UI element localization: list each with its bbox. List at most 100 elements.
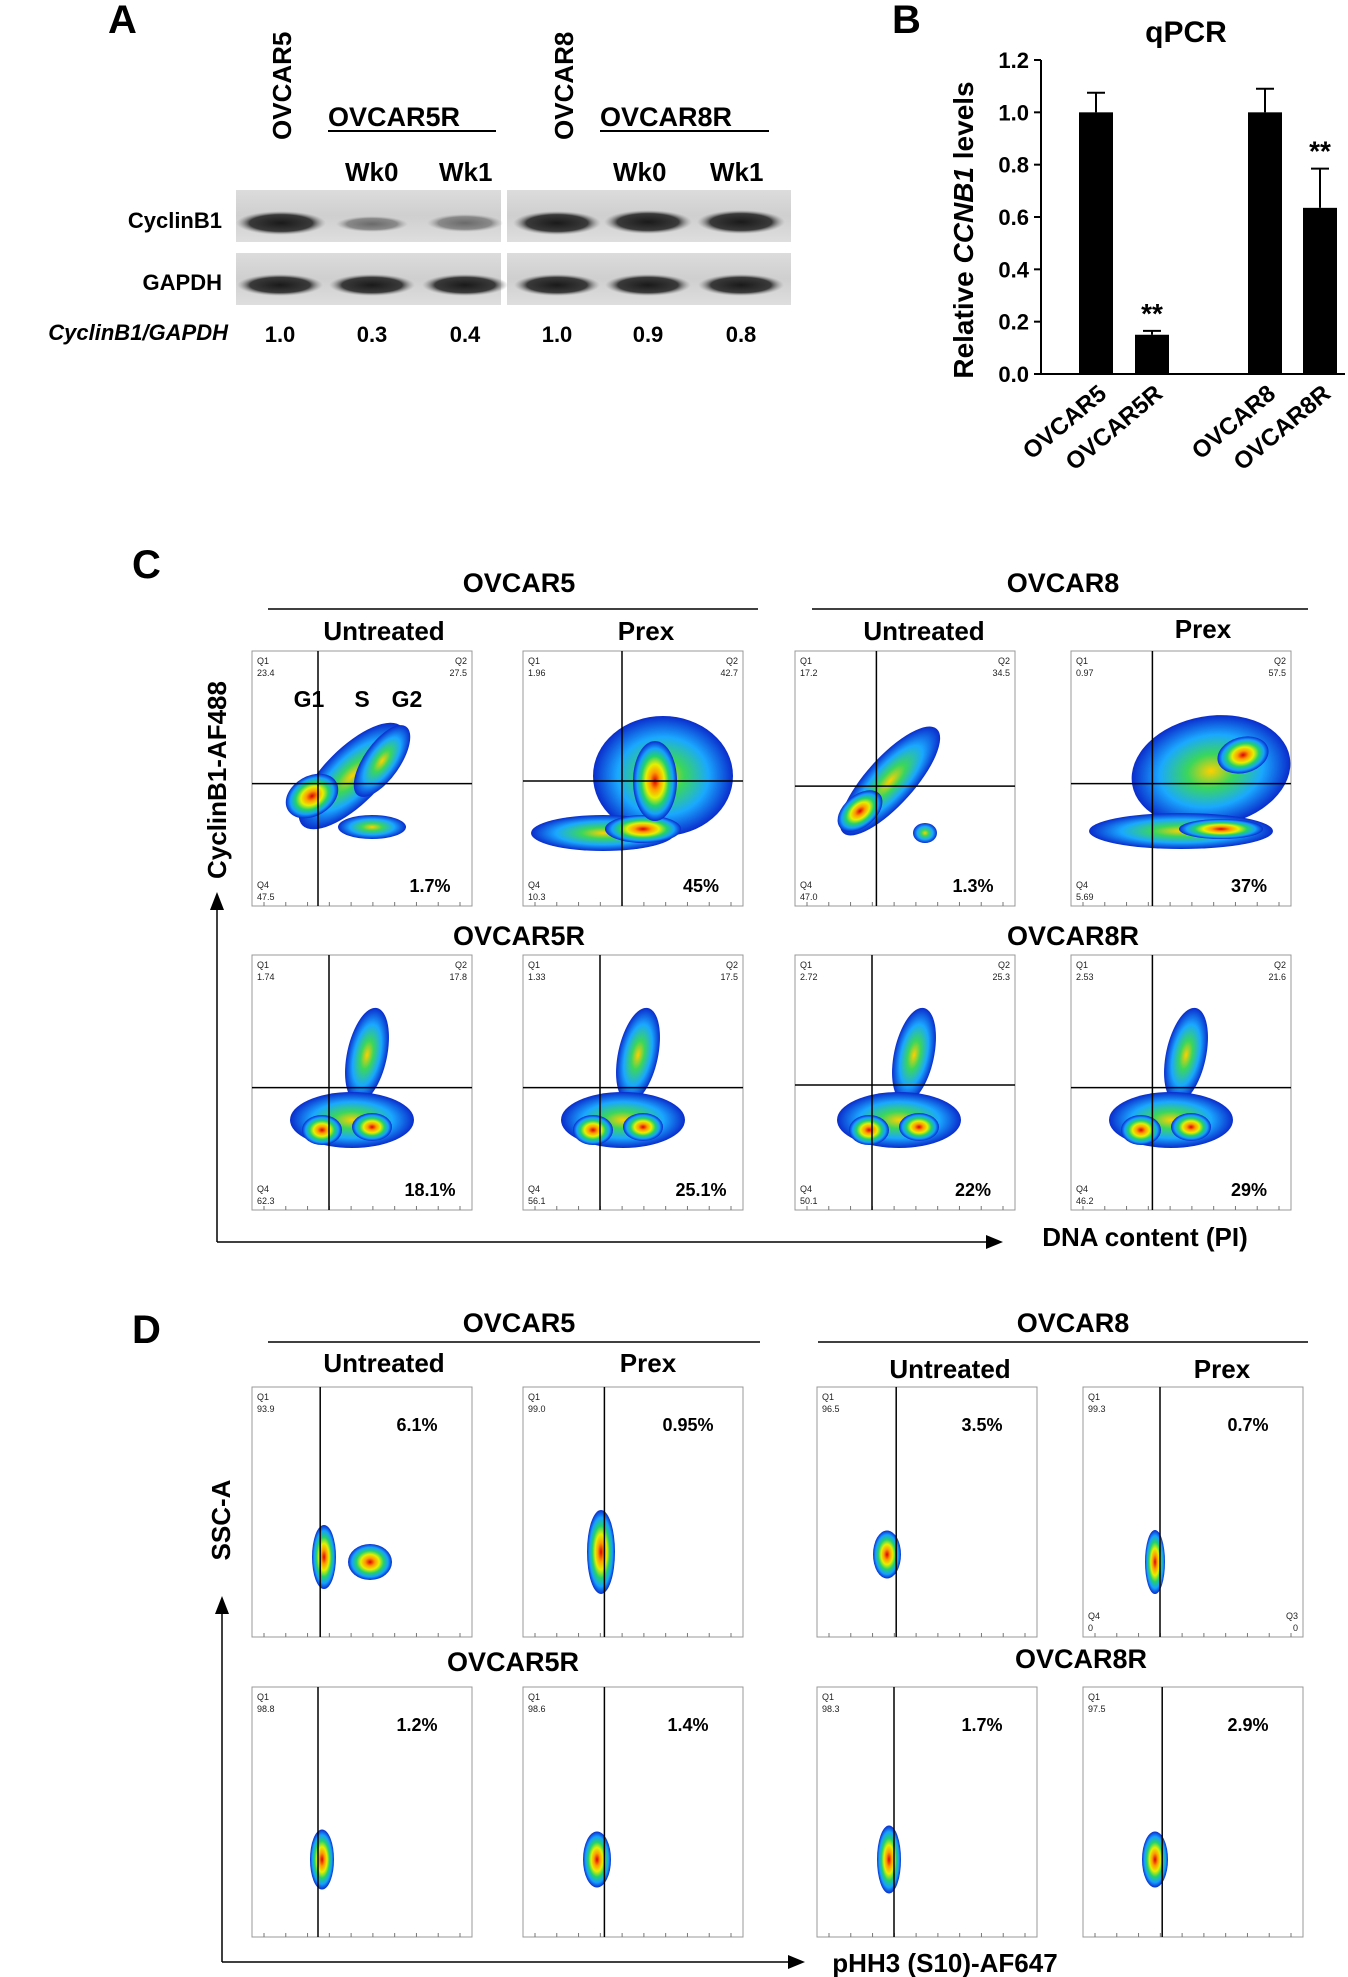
quadrant-label: Q2 — [726, 960, 738, 970]
ratio-value: 0.9 — [633, 322, 664, 347]
density-blob — [1142, 1831, 1168, 1888]
percentage-label: 3.5% — [961, 1415, 1002, 1435]
quadrant-value: 42.7 — [720, 668, 738, 678]
d-group-label-ovcar5: OVCAR5 — [463, 1308, 576, 1338]
quadrant-value: 97.5 — [1088, 1704, 1106, 1714]
quadrant-label: Q3 — [1286, 1611, 1298, 1621]
group-label-ovcar5r: OVCAR5R — [328, 102, 460, 132]
percentage-label: 1.7% — [409, 876, 450, 896]
c-y-axis-label: CyclinB1-AF488 — [202, 681, 232, 879]
y-axis-label-suffix: levels — [948, 81, 979, 167]
density-blob — [605, 815, 681, 843]
plot-frame — [1082, 1386, 1304, 1638]
density-blob — [1217, 736, 1269, 774]
panel-a-letter: A — [108, 0, 137, 42]
quadrant-value: 10.3 — [528, 892, 546, 902]
y-tick-label: 0.2 — [998, 310, 1029, 335]
significance-label: ** — [1309, 136, 1331, 167]
plot-frame — [816, 1686, 1038, 1938]
bar — [1248, 112, 1282, 374]
quadrant-label: Q1 — [822, 1692, 834, 1702]
quadrant-value: 47.5 — [257, 892, 275, 902]
lane-label-ovcar8: OVCAR8 — [549, 32, 579, 140]
density-blob — [899, 1113, 939, 1141]
d-condition-prex-2: Prex — [1194, 1354, 1251, 1384]
quadrant-label: Q1 — [257, 656, 269, 666]
panel-c-letter: C — [132, 543, 161, 587]
flow-plot-c: Q1 1.33 Q2 17.5 Q4 56.1 25.1% — [522, 954, 744, 1211]
d-group-label-ovcar8: OVCAR8 — [1017, 1308, 1130, 1338]
y-tick-label: 0.8 — [998, 153, 1029, 178]
plot-frame — [251, 1686, 473, 1938]
quadrant-label: Q2 — [726, 656, 738, 666]
band-gapdh-5 — [605, 274, 691, 296]
density-blob — [573, 1115, 613, 1145]
flow-plot-d: Q1 96.5 3.5% — [816, 1386, 1038, 1638]
quadrant-value: 96.5 — [822, 1404, 840, 1414]
quadrant-value: 56.1 — [528, 1196, 546, 1206]
flow-plots-c: Q1 23.4 Q2 27.5 Q4 47.5 1.7% Q1 1.96 Q2 42.7 Q4 10.3… — [251, 650, 1292, 1211]
quadrant-label: Q4 — [528, 1184, 540, 1194]
density-blob — [583, 1831, 611, 1888]
density-blob — [338, 815, 406, 839]
quadrant-value: 17.8 — [449, 972, 467, 982]
d-x-arrowhead — [788, 1955, 805, 1969]
flow-plot-c: Q1 1.74 Q2 17.8 Q4 62.3 18.1% — [251, 954, 473, 1211]
row-label-ovcar5r: OVCAR5R — [453, 921, 585, 951]
percentage-label: 1.3% — [952, 876, 993, 896]
phase-label: G2 — [392, 686, 423, 712]
band-cyclinb1-ovcar8r-wk0 — [604, 210, 692, 234]
c-x-axis-label: DNA content (PI) — [1042, 1222, 1248, 1252]
d-x-axis-label: pHH3 (S10)-AF647 — [832, 1948, 1057, 1977]
density-blob — [623, 1113, 663, 1141]
quadrant-label: Q1 — [1088, 1692, 1100, 1702]
d-y-axis-label: SSC-A — [206, 1479, 236, 1560]
y-tick-label: 1.2 — [998, 48, 1029, 73]
bar — [1303, 207, 1337, 374]
flow-plot-d: Q1 93.9 6.1% — [251, 1386, 473, 1638]
flow-plot-d: Q1 97.5 2.9% — [1082, 1686, 1304, 1938]
quadrant-value: 1.96 — [528, 668, 546, 678]
quadrant-label: Q4 — [1076, 880, 1088, 890]
row-label-gapdh: GAPDH — [143, 270, 222, 295]
chart-title: qPCR — [1145, 16, 1227, 49]
ratio-value: 0.8 — [726, 322, 757, 347]
density-blob — [1171, 1113, 1211, 1141]
quadrant-value: 25.3 — [992, 972, 1010, 982]
density-blob — [587, 1510, 615, 1594]
quadrant-value: 47.0 — [800, 892, 818, 902]
y-axis-label-gene: CCNB1 — [948, 167, 979, 263]
quadrant-label: Q1 — [528, 1692, 540, 1702]
plot-frame — [816, 1386, 1038, 1638]
flow-plot-c: Q1 2.72 Q2 25.3 Q4 50.1 22% — [794, 954, 1016, 1211]
ratio-value: 0.3 — [357, 322, 388, 347]
panel-c: C OVCAR5 OVCAR8 Untreated Prex Untreated… — [132, 543, 1308, 1252]
quadrant-value: 2.72 — [800, 972, 818, 982]
density-blob — [877, 1825, 901, 1894]
density-blob — [302, 1115, 342, 1145]
quadrant-label: Q4 — [257, 1184, 269, 1194]
quadrant-value: 34.5 — [992, 668, 1010, 678]
density-blob — [348, 1544, 392, 1580]
flow-plot-c: Q1 1.96 Q2 42.7 Q4 10.3 45% — [522, 650, 744, 907]
panel-d-letter: D — [132, 1308, 161, 1352]
d-condition-prex-1: Prex — [620, 1348, 677, 1378]
c-y-arrowhead — [210, 892, 224, 910]
quadrant-label: Q1 — [257, 1392, 269, 1402]
percentage-label: 1.7% — [961, 1715, 1002, 1735]
y-axis-label-prefix: Relative — [948, 263, 979, 378]
flow-plot-c: Q1 17.2 Q2 34.5 Q4 47.0 1.3% — [794, 650, 1016, 907]
quadrant-value: 98.8 — [257, 1704, 275, 1714]
d-row-label-ovcar5r: OVCAR5R — [447, 1647, 579, 1677]
plot-frame — [522, 1686, 744, 1938]
quadrant-value: 21.6 — [1268, 972, 1286, 982]
percentage-label: 18.1% — [404, 1180, 455, 1200]
quadrant-value: 17.2 — [800, 668, 818, 678]
band-gapdh-1 — [237, 274, 323, 296]
quadrant-value: 5.69 — [1076, 892, 1094, 902]
quadrant-label: Q4 — [528, 880, 540, 890]
condition-prex-1: Prex — [618, 616, 675, 646]
quadrant-value: 46.2 — [1076, 1196, 1094, 1206]
d-row-label-ovcar8r: OVCAR8R — [1015, 1644, 1147, 1674]
